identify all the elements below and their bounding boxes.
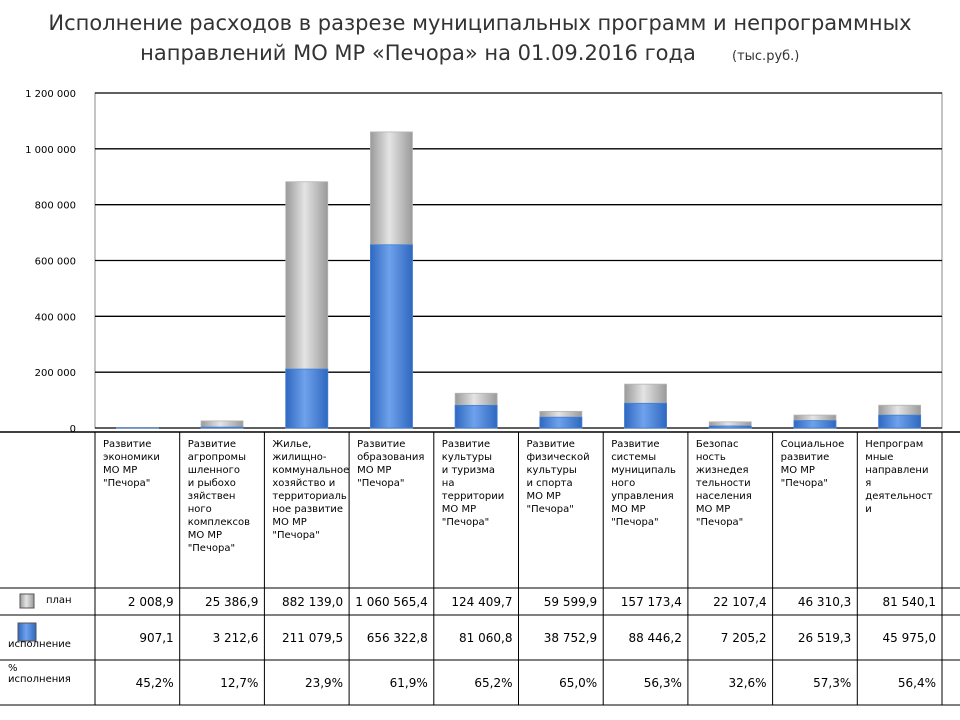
y-tick-label: 800 000 xyxy=(35,201,76,212)
category-label: Развитие системы муниципаль ного управле… xyxy=(611,439,676,528)
y-tick-label: 200 000 xyxy=(35,368,76,379)
bar xyxy=(285,368,329,429)
table-value: 56,3% xyxy=(643,675,682,690)
table-value: 157 173,4 xyxy=(620,594,682,609)
bar xyxy=(200,426,244,429)
table-value: 81 060,8 xyxy=(459,630,513,645)
table-value: 46 310,3 xyxy=(797,594,852,609)
legend-swatch xyxy=(17,622,37,642)
table-value: 882 139,0 xyxy=(282,594,344,609)
table-value: 88 446,2 xyxy=(628,630,682,645)
table-value: 12,7% xyxy=(220,675,259,690)
y-tick-label: 1 000 000 xyxy=(25,145,76,156)
bar xyxy=(708,425,752,429)
legend-label: % исполнения xyxy=(8,663,71,685)
category-label: Развитие культуры и туризма на территори… xyxy=(441,439,505,528)
table-value: 3 212,6 xyxy=(212,630,259,645)
table-value: 61,9% xyxy=(389,675,428,690)
table-value: 56,4% xyxy=(897,675,936,690)
legend-label: исполнение xyxy=(8,639,71,650)
table-value: 124 409,7 xyxy=(451,594,513,609)
bar xyxy=(454,404,498,429)
table-value: 23,9% xyxy=(304,675,344,690)
table-value: 65,2% xyxy=(474,675,513,690)
table-value: 211 079,5 xyxy=(282,630,344,645)
table-value: 59 599,9 xyxy=(543,594,598,609)
category-label: Жилье, жилищно- коммунальное хозяйство и… xyxy=(272,439,350,541)
y-tick-label: 1 200 000 xyxy=(25,89,76,100)
category-label: Развитие образования МО МР "Печора" xyxy=(357,439,425,489)
table-value: 22 107,4 xyxy=(713,594,767,609)
table-value: 81 540,1 xyxy=(882,594,936,609)
table-value: 26 519,3 xyxy=(797,630,852,645)
category-label: Социальное развитие МО МР "Печора" xyxy=(780,439,845,489)
category-label: Непрограм мные направлени я деятельност … xyxy=(865,439,933,515)
y-tick-label: 600 000 xyxy=(35,257,76,268)
legend-label: план xyxy=(46,595,72,606)
table-value: 57,3% xyxy=(813,675,852,690)
chart-title: Исполнение расходов в разрезе муниципаль… xyxy=(48,11,911,35)
bar xyxy=(539,416,583,429)
y-tick-label: 0 xyxy=(70,424,76,435)
table-value: 1 060 565,4 xyxy=(355,594,428,609)
table-value: 2 008,9 xyxy=(127,594,174,609)
table-value: 656 322,8 xyxy=(366,630,428,645)
bar xyxy=(370,244,413,429)
category-label: Развитие агропромы шленного и рыбохо зяй… xyxy=(187,439,251,554)
legend-swatch xyxy=(19,593,35,609)
bar xyxy=(624,402,667,429)
category-label: Развитие экономики МО МР "Печора" xyxy=(103,439,160,489)
table-value: 45 975,0 xyxy=(882,630,936,645)
chart-title: направлений МО МР «Печора» на 01.09.2016… xyxy=(140,41,696,65)
table-value: 65,0% xyxy=(559,675,598,690)
y-tick-label: 400 000 xyxy=(35,312,76,323)
table-value: 907,1 xyxy=(139,630,174,645)
bar xyxy=(878,414,922,429)
category-label: Безопас ность жизнедея тельности населен… xyxy=(695,439,752,528)
table-value: 32,6% xyxy=(728,675,767,690)
table-value: 38 752,9 xyxy=(543,630,598,645)
table-value: 7 205,2 xyxy=(720,630,767,645)
category-label: Развитие физической культуры и спорта МО… xyxy=(526,439,590,515)
table-value: 45,2% xyxy=(135,675,174,690)
table-value: 25 386,9 xyxy=(204,594,259,609)
bar xyxy=(793,420,837,429)
unit-label: (тыс.руб.) xyxy=(732,49,799,64)
